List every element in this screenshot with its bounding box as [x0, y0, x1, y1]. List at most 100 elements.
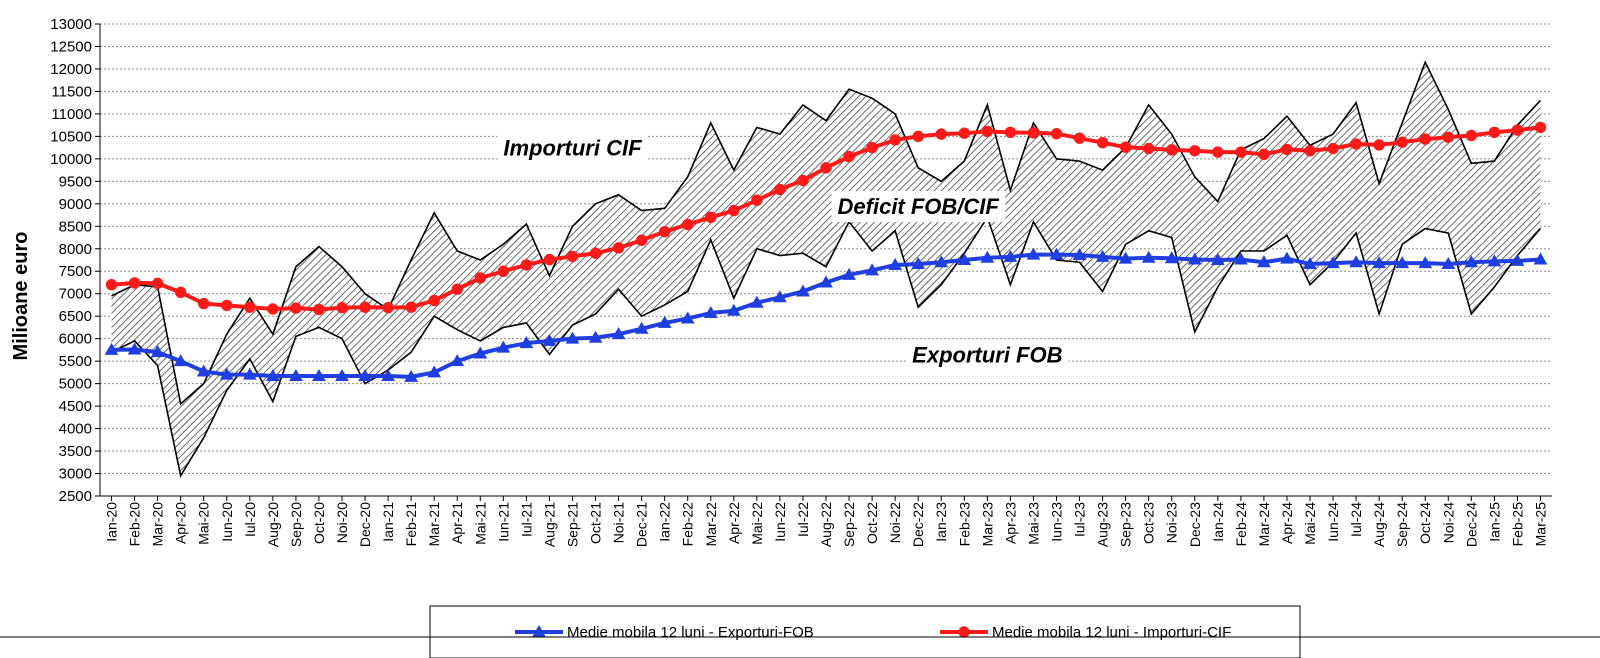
medie-mobila-12-luni-exporturi-fob-point [1233, 252, 1248, 265]
y-tick-label: 9000 [59, 196, 92, 213]
medie-mobila-12-luni-exporturi-fob-point [680, 311, 695, 324]
y-tick-label: 5500 [59, 353, 92, 370]
x-tick-label: Apr-21 [449, 502, 465, 544]
x-tick-label: Mai-22 [749, 502, 765, 545]
medie-mobila-12-luni-importuri-cif-point [566, 250, 579, 263]
x-tick-label: Iun-23 [1048, 502, 1064, 542]
medie-mobila-12-luni-exporturi-fob-point [1026, 247, 1041, 260]
x-tick-label: Noi-22 [887, 502, 903, 543]
medie-mobila-12-luni-importuri-cif-point [843, 150, 855, 163]
x-tick-label: Iun-21 [495, 502, 511, 542]
medie-mobila-12-luni-importuri-cif-point [428, 294, 440, 307]
x-tick-label: Mai-20 [196, 502, 212, 545]
medie-mobila-12-luni-exporturi-fob-point [1210, 252, 1225, 265]
medie-mobila-12-luni-exporturi-fob-point [911, 257, 926, 270]
annotation-text: Importuri CIF [503, 136, 642, 161]
y-tick-label: 7500 [59, 263, 92, 280]
medie-mobila-12-luni-exporturi-fob-point [1418, 256, 1433, 269]
x-tick-label: Noi-23 [1164, 502, 1180, 543]
medie-mobila-12-luni-exporturi-fob-point [726, 303, 741, 316]
medie-mobila-12-luni-exporturi-fob-point [634, 321, 649, 334]
medie-mobila-12-luni-exporturi-fob-point [335, 368, 349, 381]
x-tick-label: Mai-23 [1025, 502, 1041, 545]
medie-mobila-12-luni-exporturi-fob-point [819, 275, 833, 288]
x-tick-label: Mar-23 [979, 502, 995, 547]
medie-mobila-12-luni-exporturi-fob-point [1510, 253, 1525, 266]
medie-mobila-12-luni-importuri-cif-point [1511, 124, 1524, 136]
x-tick-label: Feb-23 [956, 502, 972, 547]
medie-mobila-12-luni-importuri-cif-point [1534, 121, 1547, 134]
medie-mobila-12-luni-exporturi-fob-point [496, 340, 511, 353]
medie-mobila-12-luni-exporturi-fob-point [404, 369, 419, 382]
y-tick-label: 6500 [59, 308, 92, 325]
x-tick-label: Iul-21 [518, 502, 534, 537]
medie-mobila-12-luni-exporturi-fob-point [611, 327, 626, 340]
y-tick-label: 4500 [59, 398, 92, 415]
x-tick-label: Iul-23 [1072, 502, 1088, 537]
annotation-text: Exporturi FOB [912, 342, 1062, 367]
medie-mobila-12-luni-exporturi-fob-point [1095, 249, 1110, 262]
y-tick-label: 10500 [50, 128, 92, 145]
legend-box [429, 605, 1301, 658]
x-tick-label: Sep-20 [288, 502, 304, 547]
medie-mobila-12-luni-exporturi-fob-series [104, 247, 1548, 382]
moving-average-lines [104, 121, 1548, 382]
medie-mobila-12-luni-importuri-cif-point [1027, 127, 1040, 139]
medie-mobila-12-luni-importuri-cif-point [1488, 126, 1501, 139]
annotation-background [906, 339, 1069, 371]
x-tick-label: Apr-23 [1002, 502, 1018, 544]
medie-mobila-12-luni-importuri-cif-point [198, 297, 210, 310]
medie-mobila-12-luni-importuri-cif-point [290, 302, 302, 314]
medie-mobila-12-luni-exporturi-fob-point [565, 331, 580, 344]
medie-mobila-12-luni-exporturi-fob-point [1372, 256, 1387, 269]
medie-mobila-12-luni-importuri-cif-point [1189, 145, 1201, 157]
medie-mobila-12-luni-importuri-cif-point [474, 272, 486, 284]
medie-mobila-12-luni-importuri-cif-series [105, 121, 1547, 316]
medie-mobila-12-luni-exporturi-fob-point [796, 284, 810, 297]
medie-mobila-12-luni-exporturi-fob-point [1533, 252, 1548, 265]
y-axis-title: Milioane euro [10, 232, 32, 361]
medie-mobila-12-luni-importuri-cif-point [1465, 129, 1478, 142]
medie-mobila-12-luni-importuri-cif-point [935, 128, 947, 140]
legend-label: Medie mobila 12 luni - Exporturi-FOB [567, 624, 814, 641]
medie-mobila-12-luni-exporturi-fob-point [219, 367, 234, 380]
x-tick-label: Aug-22 [818, 502, 834, 547]
medie-mobila-12-luni-exporturi-fob-point [865, 263, 879, 276]
x-tick-label: Mar-25 [1532, 502, 1548, 547]
medie-mobila-12-luni-exporturi-fob-point [450, 354, 465, 367]
x-tick-label: Dec-20 [357, 502, 373, 547]
x-tick-label: Iun-20 [219, 502, 235, 542]
medie-mobila-12-luni-importuri-cif-point [866, 141, 878, 154]
medie-mobila-12-luni-exporturi-fob-point [519, 336, 534, 349]
medie-mobila-12-luni-importuri-cif-point [1327, 142, 1339, 155]
medie-mobila-12-luni-exporturi-fob-point [242, 367, 257, 380]
x-tick-label: Ian-20 [104, 502, 120, 542]
x-tick-label: Iul-24 [1348, 502, 1364, 537]
medie-mobila-12-luni-importuri-cif-point [1258, 148, 1270, 161]
medie-mobila-12-luni-importuri-cif-point [635, 234, 648, 246]
medie-mobila-12-luni-importuri-cif-point [1073, 132, 1086, 144]
medie-mobila-12-luni-importuri-cif-point [451, 283, 463, 295]
x-tick-label: Sep-24 [1394, 502, 1410, 547]
medie-mobila-12-luni-exporturi-fob-point [1464, 255, 1479, 268]
x-tick-label: Apr-24 [1279, 502, 1295, 544]
medie-mobila-12-luni-exporturi-fob-point [1326, 256, 1340, 269]
y-tick-label: 11000 [51, 106, 92, 123]
x-tick-label: Dec-24 [1463, 502, 1479, 547]
importuri-cif-line [111, 60, 1542, 406]
medie-mobila-12-luni-importuri-cif-point [359, 301, 371, 313]
x-tick-label: Apr-20 [173, 502, 189, 544]
medie-mobila-12-luni-importuri-cif-point [543, 253, 556, 266]
medie-mobila-12-luni-importuri-cif-point [382, 301, 394, 314]
x-tick-label: Dec-23 [1187, 502, 1203, 547]
medie-mobila-12-luni-exporturi-fob-point [381, 368, 395, 381]
medie-mobila-12-luni-exporturi-fob-point [127, 342, 142, 355]
x-tick-label: Oct-22 [864, 502, 880, 544]
x-tick-label: Mai-24 [1302, 502, 1318, 545]
x-tick-label: Aug-23 [1095, 502, 1111, 547]
exporturi-fob-line [111, 215, 1542, 478]
x-tick-label: Apr-22 [726, 502, 742, 544]
medie-mobila-12-luni-exporturi-fob-point [196, 364, 211, 377]
medie-mobila-12-luni-importuri-cif-point [912, 130, 924, 143]
